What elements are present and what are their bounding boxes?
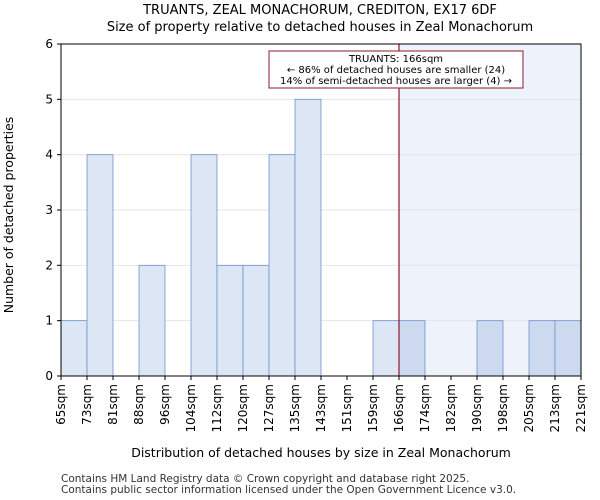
x-tick-label: 174sqm: [418, 384, 432, 432]
histogram-bars: [60, 98, 582, 377]
x-tick-label: 127sqm: [262, 384, 276, 432]
x-tick-label: 143sqm: [314, 384, 328, 432]
histogram-chart: TRUANTS, ZEAL MONACHORUM, CREDITON, EX17…: [1, 3, 588, 460]
y-tick-label: 2: [45, 258, 53, 272]
x-tick-label: 104sqm: [184, 384, 198, 432]
bar-65sqm: [60, 320, 88, 377]
x-tick-label: 120sqm: [236, 384, 250, 432]
x-tick-label: 166sqm: [392, 384, 406, 432]
y-tick-label: 1: [45, 314, 53, 328]
x-axis-label: Distribution of detached houses by size …: [131, 445, 511, 460]
annotation-box: TRUANTS: 166sqm ← 86% of detached houses…: [268, 50, 524, 89]
bar-213sqm: [554, 320, 582, 377]
y-tick-label: 5: [45, 92, 53, 106]
bar-205sqm: [528, 320, 556, 377]
footer-line-1: Contains HM Land Registry data © Crown c…: [61, 473, 470, 485]
annotation-line-1: TRUANTS: 166sqm: [348, 54, 443, 65]
x-tick-label: 198sqm: [496, 384, 510, 432]
x-tick-label: 112sqm: [210, 384, 224, 432]
y-tick-label: 4: [45, 148, 53, 162]
x-axis: 65sqm 73sqm 81sqm 88sqm 96sqm 104sqm 112sqm 120…: [54, 376, 588, 432]
y-tick-label: 0: [45, 369, 53, 383]
bar-190sqm: [476, 320, 504, 377]
bar-159sqm: [372, 320, 400, 377]
chart-title: TRUANTS, ZEAL MONACHORUM, CREDITON, EX17…: [142, 3, 497, 18]
y-axis-label: Number of detached properties: [1, 117, 16, 314]
x-tick-label: 73sqm: [80, 384, 94, 425]
chart-subtitle: Size of property relative to detached ho…: [107, 20, 533, 35]
y-tick-label: 6: [45, 37, 53, 51]
bar-73sqm: [86, 154, 114, 377]
x-tick-label: 65sqm: [54, 384, 68, 425]
x-tick-label: 135sqm: [288, 384, 302, 432]
y-axis: 0 1 2 3 4 5 6: [45, 37, 61, 383]
x-tick-label: 151sqm: [340, 384, 354, 432]
footer-line-2: Contains public sector information licen…: [61, 484, 517, 496]
x-tick-label: 81sqm: [106, 384, 120, 425]
y-tick-label: 3: [45, 203, 53, 217]
x-tick-label: 190sqm: [470, 384, 484, 432]
bar-127sqm: [268, 154, 296, 377]
x-tick-label: 159sqm: [366, 384, 380, 432]
bar-104sqm: [190, 154, 218, 377]
bar-120sqm: [242, 264, 270, 377]
bar-112sqm: [216, 264, 244, 377]
bar-166sqm: [398, 320, 426, 377]
x-tick-label: 96sqm: [158, 384, 172, 425]
x-tick-label: 205sqm: [522, 384, 536, 432]
bar-135sqm: [294, 98, 322, 377]
x-tick-label: 182sqm: [444, 384, 458, 432]
x-tick-label: 221sqm: [574, 384, 588, 432]
bar-88sqm: [138, 264, 166, 377]
annotation-line-3: 14% of semi-detached houses are larger (…: [280, 76, 512, 87]
annotation-line-2: ← 86% of detached houses are smaller (24…: [287, 65, 505, 76]
x-tick-label: 88sqm: [132, 384, 146, 425]
x-tick-label: 213sqm: [548, 384, 562, 432]
